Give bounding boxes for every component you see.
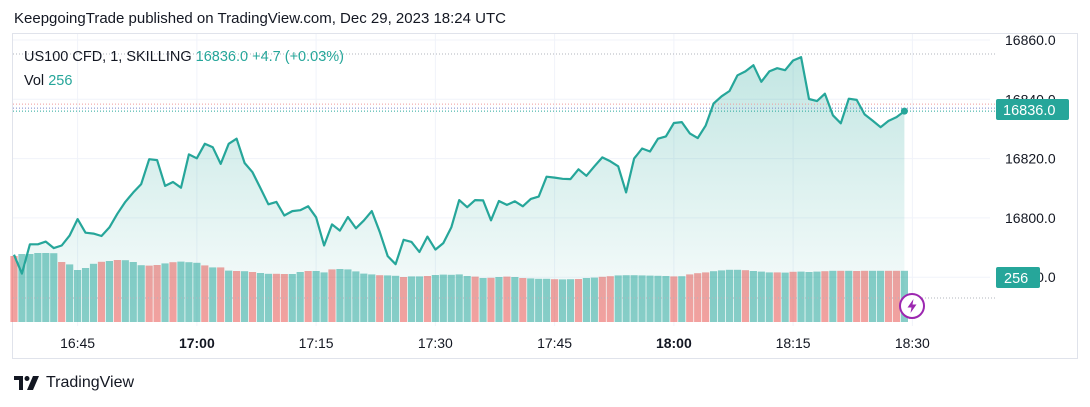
- tradingview-brand[interactable]: TradingView: [14, 374, 134, 392]
- price-area-fill: [14, 57, 905, 322]
- flash-icon[interactable]: [899, 293, 925, 319]
- legend-symbol-row: US100 CFD, 1, SKILLING 16836.0 +4.7 (+0.…: [24, 47, 344, 71]
- last-price: 16836.0: [195, 49, 249, 65]
- legend-volume-row: Vol 256: [24, 71, 344, 95]
- time-tick-label: 16:45: [60, 335, 95, 351]
- last-price-dot: [900, 107, 908, 115]
- chart-legend: US100 CFD, 1, SKILLING 16836.0 +4.7 (+0.…: [24, 47, 344, 95]
- volume-badge-label: 256: [1004, 271, 1028, 287]
- publish-attribution: KeepgoingTrade published on TradingView.…: [14, 10, 506, 27]
- time-tick-label: 17:45: [537, 335, 572, 351]
- price-change: +4.7 (+0.03%): [252, 49, 345, 65]
- volume-badge: 256: [996, 267, 1040, 288]
- price-badge-label: 16836.0: [1003, 103, 1055, 119]
- symbol-name[interactable]: US100 CFD, 1, SKILLING: [24, 49, 192, 65]
- time-tick-label: 17:15: [299, 335, 334, 351]
- time-tick-label: 18:00: [656, 335, 692, 351]
- price-tick-label: 16860.0: [1005, 32, 1056, 48]
- time-axis[interactable]: 16:45 17:00 17:15 17:30 17:45 18:00 18:15 18:30: [60, 335, 930, 351]
- volume-bar: [10, 256, 18, 322]
- time-tick-label: 18:30: [895, 335, 930, 351]
- brand-name: TradingView: [46, 374, 135, 391]
- price-tick-label: 16820.0: [1005, 151, 1056, 167]
- time-tick-label: 18:15: [776, 335, 811, 351]
- time-tick-label: 17:30: [418, 335, 453, 351]
- price-tick-label: 16800.0: [1005, 210, 1056, 226]
- price-line: [12, 56, 906, 275]
- volume-value: 256: [48, 73, 73, 89]
- chart-frame: [12, 33, 1078, 359]
- price-badge: 16836.0: [996, 99, 1069, 120]
- time-tick-label: 17:00: [179, 335, 215, 351]
- volume-label[interactable]: Vol: [24, 73, 45, 89]
- tradingview-logo-icon: [14, 376, 39, 390]
